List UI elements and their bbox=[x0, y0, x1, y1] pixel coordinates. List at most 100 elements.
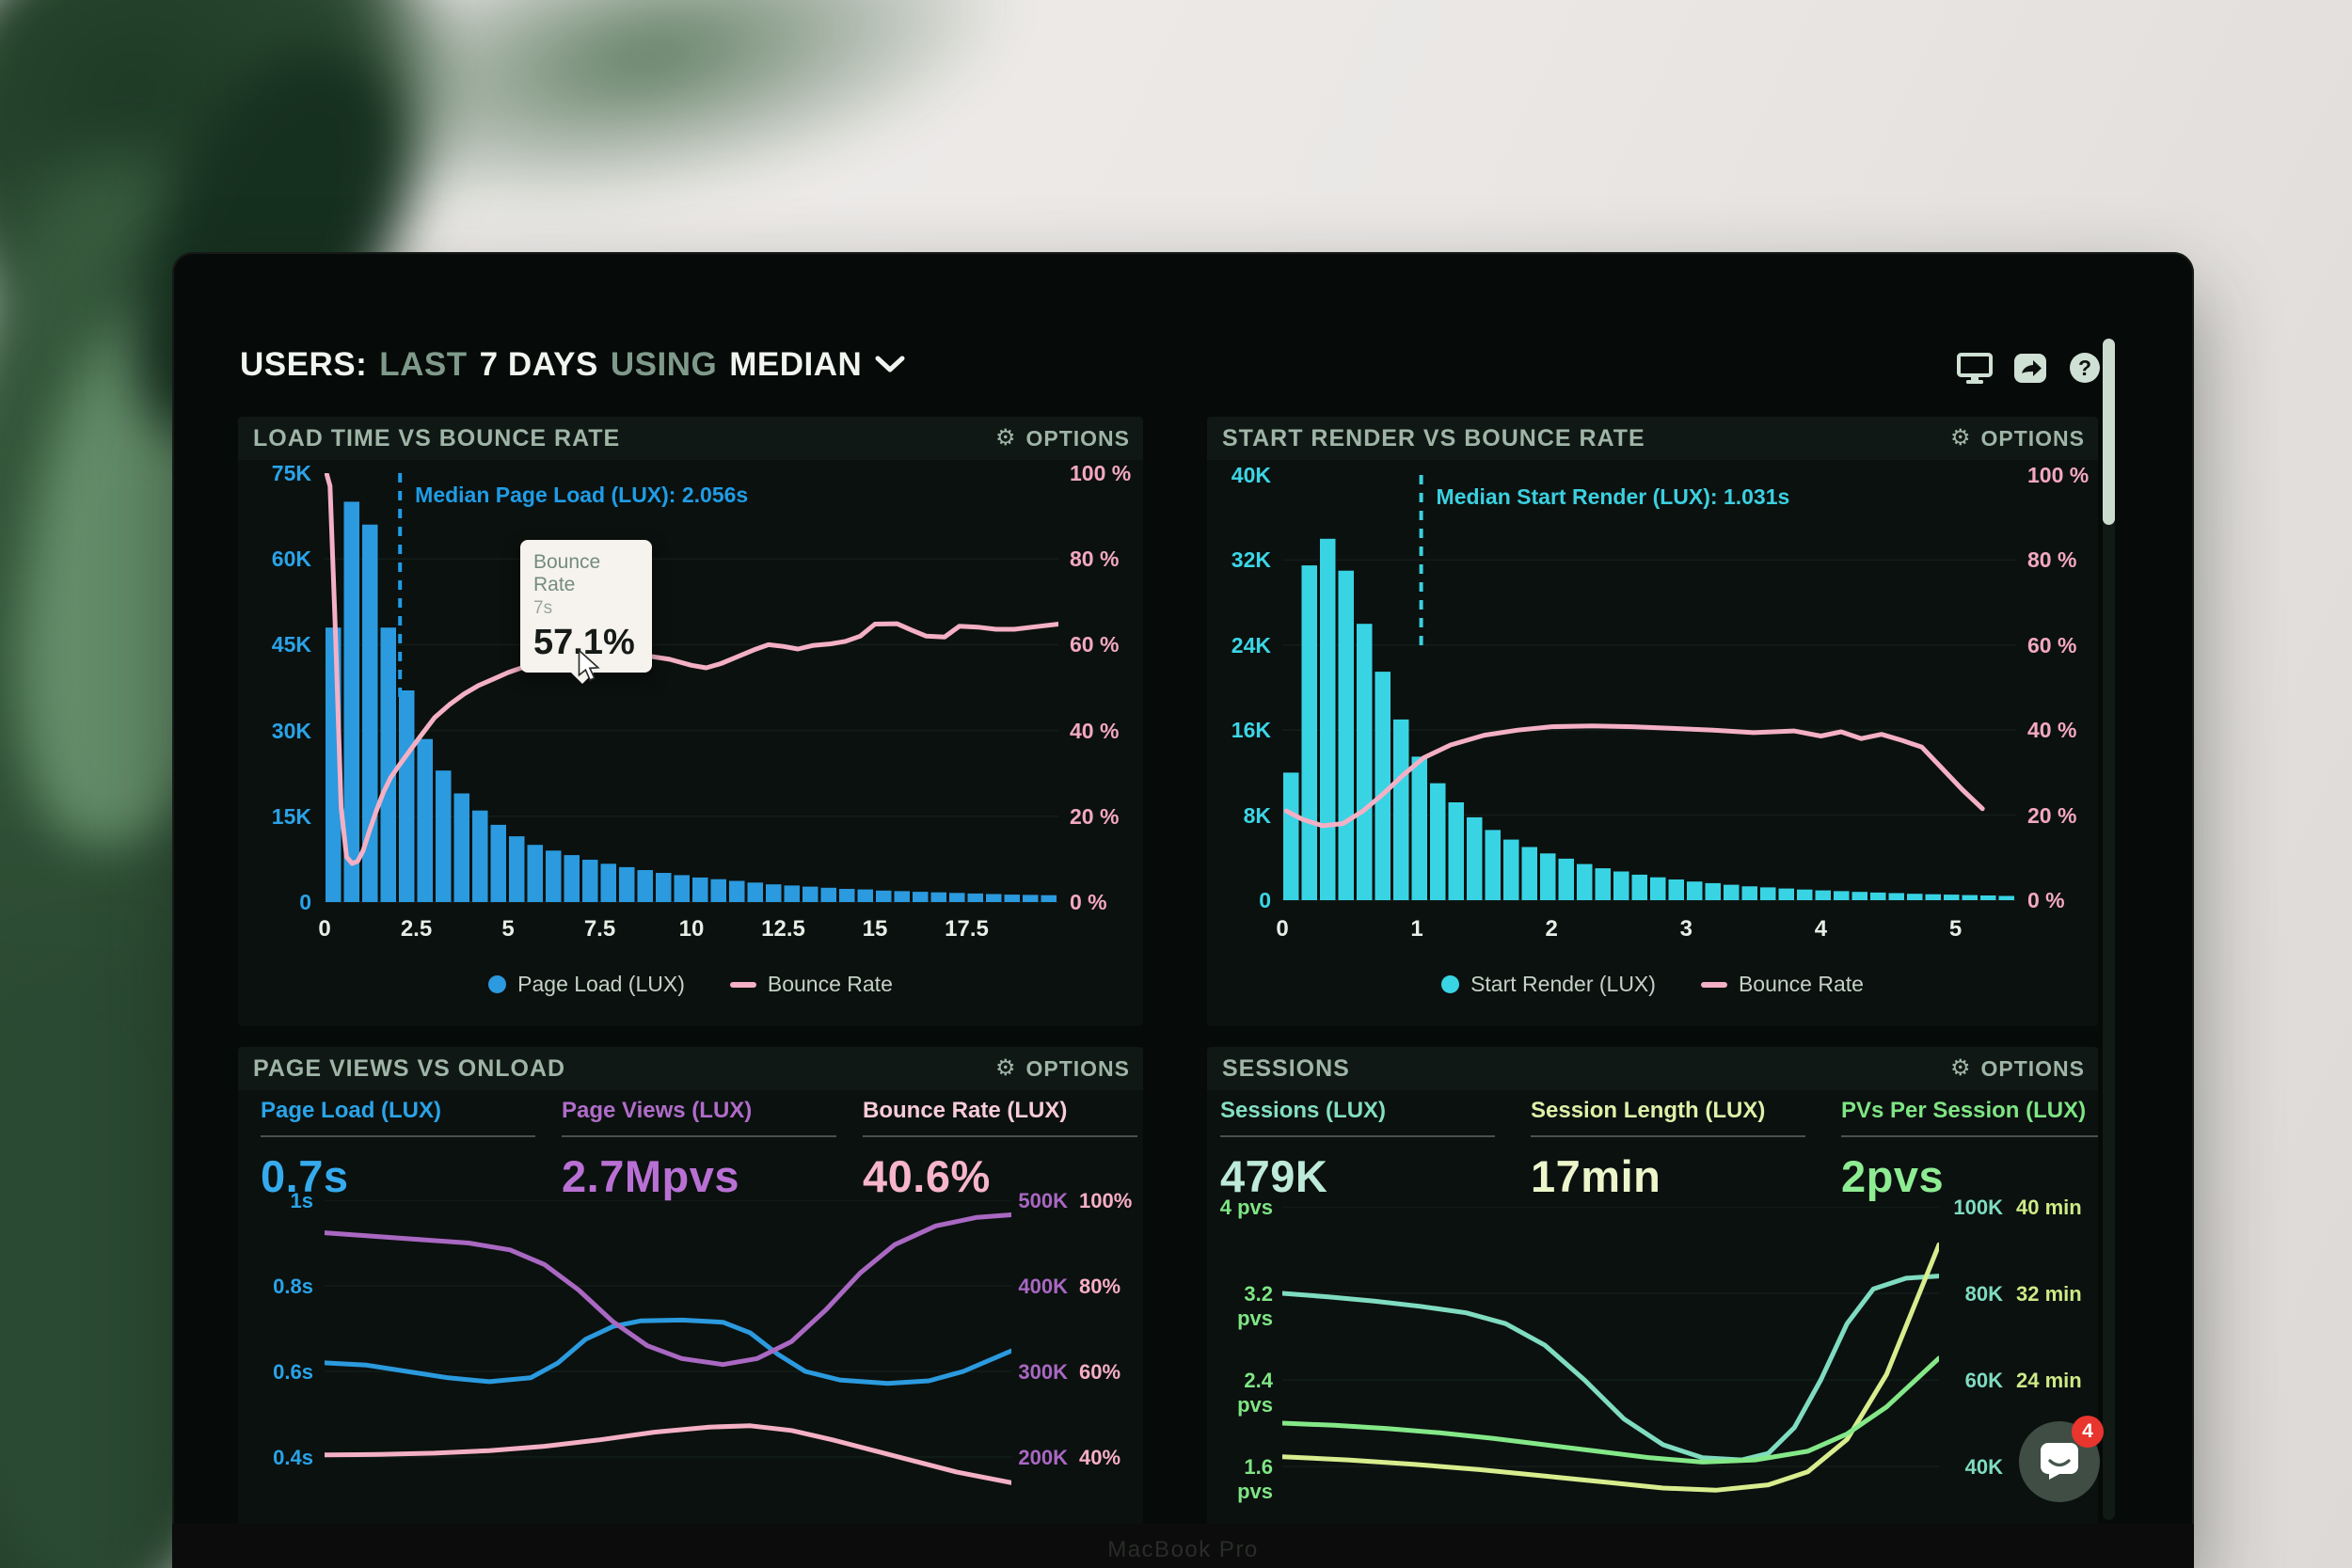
options-label: OPTIONS bbox=[1025, 1055, 1130, 1081]
chart-tooltip: Bounce Rate 7s 57.1% bbox=[520, 540, 652, 684]
legend-dot-swatch bbox=[488, 975, 507, 993]
legend-item[interactable]: Start Render (LUX) bbox=[1441, 972, 1656, 997]
metric-bounce-rate-lux-: Bounce Rate (LUX) 40.6% bbox=[863, 1098, 1137, 1202]
help-icon[interactable]: ? bbox=[2067, 350, 2103, 386]
y-axis-label: 400K bbox=[1018, 1275, 1068, 1298]
y-axis-label: 15K bbox=[271, 803, 311, 829]
y-axis-label: 75K bbox=[271, 461, 311, 485]
metric-value: 17min bbox=[1531, 1151, 1661, 1201]
sessions-chart: Sessions (LUX) 479K Session Length (LUX) … bbox=[1207, 1047, 2098, 1543]
legend-line-swatch bbox=[729, 981, 756, 988]
gear-icon: ⚙ bbox=[994, 425, 1017, 451]
scrollbar-track[interactable] bbox=[2103, 339, 2115, 1520]
metric-page-views-lux-: Page Views (LUX) 2.7Mpvs bbox=[562, 1098, 836, 1202]
y-axis-label: 40K bbox=[1964, 1455, 2003, 1479]
gear-icon: ⚙ bbox=[994, 1055, 1017, 1081]
x-axis-tick: 12.5 bbox=[761, 916, 805, 942]
y-axis-label: 100 % bbox=[2027, 463, 2090, 487]
options-button[interactable]: ⚙ OPTIONS bbox=[1950, 426, 2085, 451]
y-axis-label: 100K bbox=[1953, 1196, 2003, 1219]
page-views-vs-onload-plot bbox=[325, 1200, 1011, 1485]
metric-divider bbox=[562, 1135, 836, 1137]
y-axis-label: 2.4 pvs bbox=[1237, 1369, 1273, 1417]
y-axis-label: 32 min bbox=[2016, 1282, 2082, 1306]
y-axis-label: 1.6 pvs bbox=[1237, 1455, 1273, 1503]
y-axis-label: 100% bbox=[1079, 1189, 1133, 1212]
metric-label: Page Load (LUX) bbox=[261, 1098, 442, 1123]
x-axis-tick: 10 bbox=[678, 916, 705, 942]
panel-load-time-vs-bounce-rate: LOAD TIME VS BOUNCE RATE ⚙ OPTIONS 75K 60… bbox=[238, 417, 1143, 1026]
metric-value: 40.6% bbox=[863, 1151, 991, 1201]
legend-label: Bounce Rate bbox=[767, 972, 893, 996]
y-axis-label: 80K bbox=[1964, 1282, 2003, 1306]
y-axis-label: 80 % bbox=[2027, 547, 2077, 573]
y-axis-label: 8K bbox=[1243, 802, 1271, 828]
metric-sessions-lux-: Sessions (LUX) 479K bbox=[1220, 1098, 1495, 1202]
y-axis-label: 0 bbox=[1259, 888, 1271, 912]
x-axis-tick: 2 bbox=[1545, 916, 1558, 942]
metric-value: 2pvs bbox=[1841, 1151, 1945, 1201]
chevron-down-icon bbox=[875, 356, 905, 372]
tooltip-x-value: 7s bbox=[533, 598, 553, 618]
y-axis-label: 1s bbox=[290, 1189, 313, 1212]
legend-item[interactable]: Page Load (LUX) bbox=[488, 972, 685, 997]
x-axis-tick: 15 bbox=[862, 916, 888, 942]
y-axis-label: 4 pvs bbox=[1219, 1196, 1273, 1219]
y-axis-label: 80% bbox=[1079, 1275, 1121, 1298]
y-axis-label: 500K bbox=[1018, 1189, 1068, 1212]
y-axis-label: 40 % bbox=[1070, 718, 1120, 743]
legend-label: Bounce Rate bbox=[1738, 972, 1864, 996]
chat-unread-badge: 4 bbox=[2072, 1416, 2104, 1448]
options-button[interactable]: ⚙ OPTIONS bbox=[995, 426, 1130, 451]
metric-label: PVs Per Session (LUX) bbox=[1841, 1098, 2087, 1123]
metric-label: Bounce Rate (LUX) bbox=[863, 1098, 1068, 1123]
y-axis-label: 0 % bbox=[2027, 888, 2065, 912]
y-axis-label: 40K bbox=[1231, 463, 1271, 487]
x-axis-tick: 7.5 bbox=[583, 916, 616, 942]
y-axis-label: 30K bbox=[271, 718, 311, 743]
laptop-screen: USERS: LAST 7 DAYS USING MEDIAN ? LOAD T… bbox=[172, 252, 2194, 1568]
x-axis-tick: 0 bbox=[318, 916, 331, 942]
legend-item[interactable]: Bounce Rate bbox=[729, 972, 893, 997]
y-axis-label: 40 % bbox=[2027, 718, 2077, 743]
panel-title: LOAD TIME VS BOUNCE RATE bbox=[253, 424, 621, 451]
x-axis-tick: 0 bbox=[1276, 916, 1289, 942]
y-axis-label: 200K bbox=[1018, 1446, 1068, 1469]
metric-label: Session Length (LUX) bbox=[1531, 1098, 1766, 1123]
metric-divider bbox=[863, 1135, 1137, 1137]
users-period-dropdown[interactable]: USERS: LAST 7 DAYS USING MEDIAN bbox=[240, 346, 906, 384]
y-axis-label: 0.6s bbox=[273, 1360, 313, 1384]
y-axis-label: 45K bbox=[271, 632, 311, 657]
laptop-chin: MacBook Pro bbox=[172, 1524, 2194, 1568]
legend-dot-swatch bbox=[1441, 975, 1460, 993]
macbook-brand-text: MacBook Pro bbox=[1107, 1537, 1259, 1562]
metric-session-length-lux-: Session Length (LUX) 17min bbox=[1531, 1098, 1805, 1202]
x-axis-tick: 17.5 bbox=[945, 916, 989, 942]
legend-line-swatch bbox=[1700, 981, 1727, 988]
y-axis-label: 16K bbox=[1231, 718, 1271, 743]
chat-widget-button[interactable]: 4 bbox=[2019, 1416, 2104, 1502]
y-axis-label: 20 % bbox=[1070, 803, 1120, 829]
options-label: OPTIONS bbox=[1980, 425, 2085, 451]
metric-pvs-per-session-lux-: PVs Per Session (LUX) 2pvs bbox=[1841, 1098, 2098, 1202]
legend-item[interactable]: Bounce Rate bbox=[1700, 972, 1864, 997]
x-axis-tick: 5 bbox=[1948, 916, 1963, 942]
y-axis-label: 80 % bbox=[1070, 546, 1120, 572]
gear-icon: ⚙ bbox=[1949, 1055, 1972, 1081]
y-axis-label: 100 % bbox=[1070, 461, 1132, 485]
x-axis-tick: 3 bbox=[1679, 916, 1693, 942]
panel-start-render-vs-bounce-rate: START RENDER VS BOUNCE RATE ⚙ OPTIONS 40… bbox=[1207, 417, 2098, 1026]
share-icon[interactable] bbox=[2012, 351, 2048, 385]
options-label: OPTIONS bbox=[1980, 1055, 2085, 1081]
gear-icon: ⚙ bbox=[1949, 425, 1972, 451]
display-icon[interactable] bbox=[1956, 351, 1994, 385]
y-axis-label: 0 % bbox=[1070, 890, 1107, 914]
metric-value: 0.7s bbox=[261, 1151, 349, 1201]
y-axis-label: 0.4s bbox=[273, 1446, 313, 1469]
y-axis-label: 40% bbox=[1079, 1446, 1121, 1469]
sessions-plot bbox=[1282, 1207, 1939, 1493]
scrollbar-thumb[interactable] bbox=[2103, 339, 2115, 525]
options-button[interactable]: ⚙ OPTIONS bbox=[1950, 1056, 2085, 1082]
options-button[interactable]: ⚙ OPTIONS bbox=[995, 1056, 1130, 1082]
